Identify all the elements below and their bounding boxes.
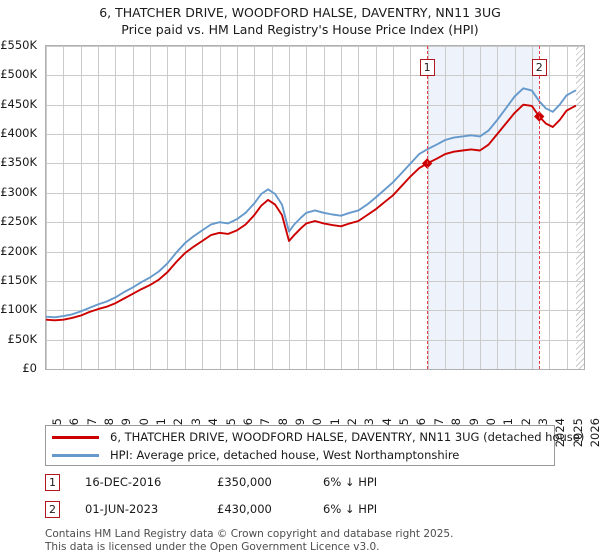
gridline-vertical bbox=[133, 46, 134, 369]
sale-price: £430,000 bbox=[217, 502, 272, 516]
gridline-horizontal bbox=[46, 222, 584, 223]
title-line-subtitle: Price paid vs. HM Land Registry's House … bbox=[121, 22, 479, 37]
gridline-horizontal bbox=[46, 340, 584, 341]
sale-row: 2 01-JUN-2023 £430,000 6% ↓ HPI bbox=[45, 499, 565, 526]
gridline-horizontal bbox=[46, 193, 584, 194]
projection-band bbox=[576, 46, 584, 369]
gridline-vertical bbox=[532, 46, 533, 369]
gridline-vertical bbox=[63, 46, 64, 369]
y-axis-labels: £0 £50K £100K £150K £200K £250K £300K £350K £400… bbox=[0, 38, 41, 375]
legend-label-hpi: HPI: Average price, detached house, West… bbox=[110, 448, 460, 462]
series-line-property bbox=[46, 103, 577, 322]
gridline-vertical bbox=[463, 46, 464, 369]
gridline-horizontal bbox=[46, 163, 584, 164]
gridline-vertical bbox=[393, 46, 394, 369]
legend-swatch-property bbox=[52, 435, 99, 439]
gridline-horizontal bbox=[46, 281, 584, 282]
gridline-vertical bbox=[341, 46, 342, 369]
gridline-vertical bbox=[272, 46, 273, 369]
title-line-address: 6, THATCHER DRIVE, WOODFORD HALSE, DAVEN… bbox=[99, 5, 501, 20]
gridline-vertical bbox=[46, 46, 47, 369]
price-series-svg bbox=[46, 87, 577, 322]
y-axis-tick-label: £550K bbox=[0, 38, 37, 52]
gridline-vertical bbox=[306, 46, 307, 369]
sale-date: 01-JUN-2023 bbox=[85, 502, 159, 516]
y-axis-tick-label: £200K bbox=[0, 243, 37, 258]
footer-attribution: Contains HM Land Registry data © Crown c… bbox=[45, 528, 585, 553]
gridline-vertical bbox=[202, 46, 203, 369]
y-axis-tick-label: £50K bbox=[7, 331, 38, 346]
y-axis-tick-label: £250K bbox=[0, 214, 37, 229]
gridline-vertical bbox=[115, 46, 116, 369]
gridline-horizontal bbox=[46, 369, 584, 370]
gridline-vertical bbox=[410, 46, 411, 369]
gridline-vertical bbox=[515, 46, 516, 369]
gridline-vertical bbox=[358, 46, 359, 369]
sale-index-badge: 1 bbox=[45, 474, 60, 491]
gridline-vertical bbox=[98, 46, 99, 369]
event-box-1[interactable]: 1 bbox=[419, 59, 435, 76]
chart-legend: 6, THATCHER DRIVE, WOODFORD HALSE, DAVEN… bbox=[45, 425, 584, 466]
sale-hpi-delta: 6% ↓ HPI bbox=[323, 475, 378, 489]
gridline-horizontal bbox=[46, 105, 584, 106]
gridline-vertical bbox=[497, 46, 498, 369]
y-axis-tick-label: £400K bbox=[0, 126, 37, 141]
sale-index-badge: 2 bbox=[45, 501, 60, 518]
legend-swatch-hpi bbox=[52, 453, 99, 457]
gridline-horizontal bbox=[46, 75, 584, 76]
gridline-vertical bbox=[254, 46, 255, 369]
event-line-1 bbox=[427, 46, 429, 369]
gridline-vertical bbox=[81, 46, 82, 369]
y-axis-tick-label: £450K bbox=[0, 96, 37, 111]
gridline-vertical bbox=[150, 46, 151, 369]
legend-label-property: 6, THATCHER DRIVE, WOODFORD HALSE, DAVEN… bbox=[110, 430, 585, 444]
sale-price: £350,000 bbox=[217, 475, 272, 489]
gridline-horizontal bbox=[46, 252, 584, 253]
gridline-vertical bbox=[237, 46, 238, 369]
x-axis-labels: 1995199619971998199920002001200220032004… bbox=[45, 374, 600, 447]
sale-row: 1 16-DEC-2016 £350,000 6% ↓ HPI bbox=[45, 472, 565, 499]
gridline-vertical bbox=[549, 46, 550, 369]
gridline-vertical bbox=[584, 46, 585, 369]
gridline-vertical bbox=[445, 46, 446, 369]
footer-line-copyright: Contains HM Land Registry data © Crown c… bbox=[45, 528, 454, 540]
gridline-horizontal bbox=[46, 46, 584, 47]
footer-line-licence: This data is licensed under the Open Gov… bbox=[45, 540, 380, 553]
x-axis-tick-label: 2026 bbox=[588, 418, 600, 448]
legend-row-hpi: HPI: Average price, detached house, West… bbox=[46, 445, 459, 465]
event-line-2 bbox=[539, 46, 541, 369]
y-axis-tick-label: £150K bbox=[0, 272, 37, 287]
sales-table: 1 16-DEC-2016 £350,000 6% ↓ HPI 2 01-JUN-2023… bbox=[45, 472, 565, 526]
gridline-vertical bbox=[220, 46, 221, 369]
y-axis-tick-label: £500K bbox=[0, 67, 37, 82]
y-axis-tick-label: £350K bbox=[0, 155, 37, 170]
gridline-vertical bbox=[324, 46, 325, 369]
gridline-vertical bbox=[167, 46, 168, 369]
gridline-horizontal bbox=[46, 134, 584, 135]
gridline-vertical bbox=[185, 46, 186, 369]
gridline-horizontal bbox=[46, 310, 584, 311]
gridline-vertical bbox=[480, 46, 481, 369]
gridline-vertical bbox=[567, 46, 568, 369]
sale-hpi-delta: 6% ↓ HPI bbox=[323, 502, 378, 516]
legend-row-property: 6, THATCHER DRIVE, WOODFORD HALSE, DAVEN… bbox=[46, 427, 584, 447]
y-axis-tick-label: £300K bbox=[0, 184, 37, 199]
y-axis-tick-label: £0 bbox=[22, 361, 37, 375]
event-box-2[interactable]: 2 bbox=[531, 59, 547, 76]
y-axis-tick-label: £100K bbox=[0, 302, 37, 317]
gridline-vertical bbox=[289, 46, 290, 369]
sale-date: 16-DEC-2016 bbox=[85, 475, 162, 489]
gridline-vertical bbox=[428, 46, 429, 369]
series-line-hpi bbox=[46, 87, 577, 319]
page-title: 6, THATCHER DRIVE, WOODFORD HALSE, DAVEN… bbox=[0, 4, 600, 38]
